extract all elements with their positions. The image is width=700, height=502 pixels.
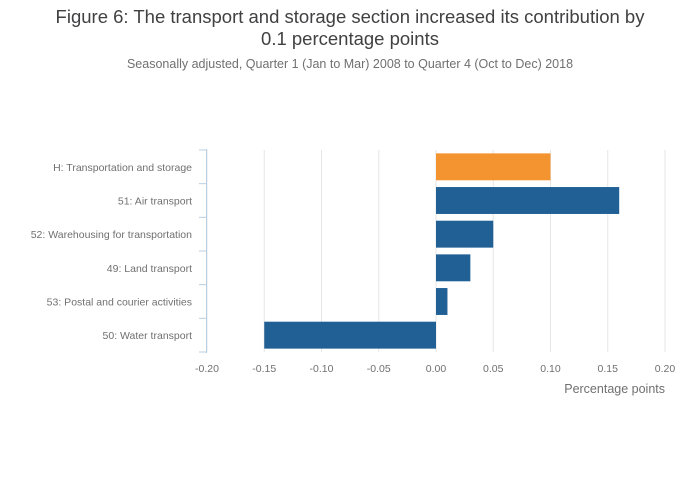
category-label-4: 53: Postal and courier activities xyxy=(47,297,192,309)
x-tick-label-6: 0.10 xyxy=(540,363,561,375)
chart-title-line-1: Figure 6: The transport and storage sect… xyxy=(55,6,645,27)
category-label-3: 49: Land transport xyxy=(107,263,192,275)
bar-2[interactable] xyxy=(436,220,494,248)
bar-4[interactable] xyxy=(436,288,448,315)
category-label-0: H: Transportation and storage xyxy=(53,162,192,174)
chart-subtitle: Seasonally adjusted, Quarter 1 (Jan to M… xyxy=(126,57,574,71)
bar-0[interactable] xyxy=(436,153,551,181)
x-tick-label-3: -0.05 xyxy=(367,363,391,375)
category-label-2: 52: Warehousing for transportation xyxy=(31,229,192,241)
bar-5[interactable] xyxy=(264,321,436,349)
bar-3[interactable] xyxy=(436,254,471,282)
x-tick-label-0: -0.20 xyxy=(195,363,219,375)
bar-1[interactable] xyxy=(436,187,620,214)
chart-title-line-2: 0.1 percentage points xyxy=(261,28,439,49)
x-tick-label-4: 0.00 xyxy=(426,363,447,375)
chart-title: Figure 6: The transport and storage sect… xyxy=(0,6,700,50)
x-tick-label-2: -0.10 xyxy=(310,363,334,375)
x-tick-label-7: 0.15 xyxy=(598,363,619,375)
x-axis-title: Percentage points xyxy=(564,382,665,396)
x-tick-label-5: 0.05 xyxy=(483,363,504,375)
x-tick-label-8: 0.20 xyxy=(655,363,676,375)
x-tick-label-1: -0.15 xyxy=(252,363,276,375)
category-label-5: 50: Water transport xyxy=(103,330,193,342)
category-label-1: 51: Air transport xyxy=(118,196,192,208)
